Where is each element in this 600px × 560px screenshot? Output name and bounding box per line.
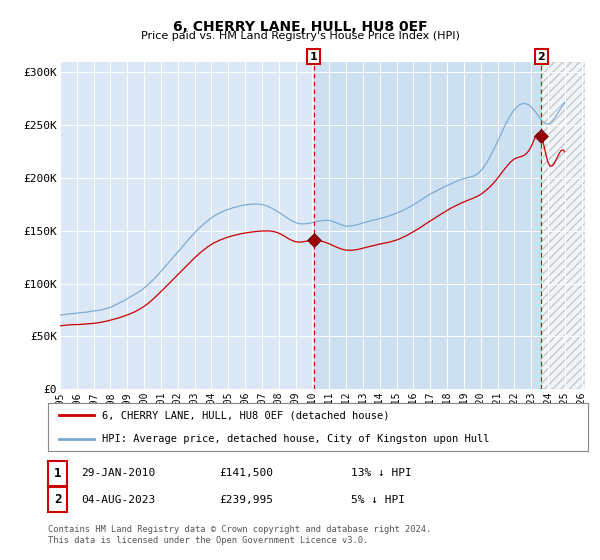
Text: 6, CHERRY LANE, HULL, HU8 0EF: 6, CHERRY LANE, HULL, HU8 0EF (173, 20, 427, 34)
Bar (541, 62, 585, 389)
Text: £239,995: £239,995 (219, 494, 273, 505)
Text: 13% ↓ HPI: 13% ↓ HPI (351, 468, 412, 478)
Text: Price paid vs. HM Land Registry's House Price Index (HPI): Price paid vs. HM Land Registry's House … (140, 31, 460, 41)
Text: 29-JAN-2010: 29-JAN-2010 (81, 468, 155, 478)
Text: £141,500: £141,500 (219, 468, 273, 478)
Text: 1: 1 (310, 52, 317, 62)
Text: HPI: Average price, detached house, City of Kingston upon Hull: HPI: Average price, detached house, City… (102, 434, 490, 444)
Text: 2: 2 (54, 493, 61, 506)
Text: 2: 2 (538, 52, 545, 62)
Text: 1: 1 (54, 466, 61, 480)
Text: 5% ↓ HPI: 5% ↓ HPI (351, 494, 405, 505)
Text: 6, CHERRY LANE, HULL, HU8 0EF (detached house): 6, CHERRY LANE, HULL, HU8 0EF (detached … (102, 410, 389, 420)
Bar (314, 62, 541, 389)
Text: Contains HM Land Registry data © Crown copyright and database right 2024.
This d: Contains HM Land Registry data © Crown c… (48, 525, 431, 545)
Text: 04-AUG-2023: 04-AUG-2023 (81, 494, 155, 505)
